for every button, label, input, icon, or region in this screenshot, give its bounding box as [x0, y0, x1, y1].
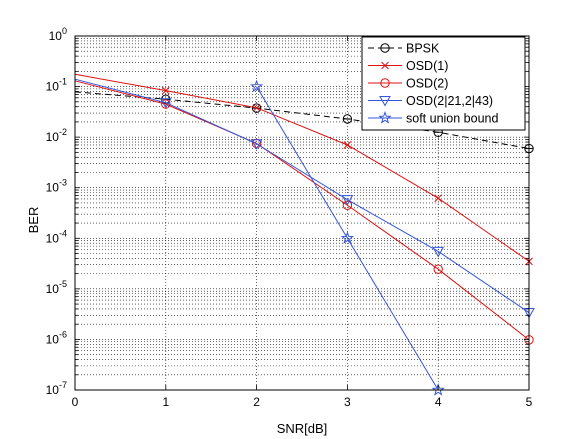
x-tick-label: 2	[253, 395, 260, 409]
marker-stroke	[343, 141, 352, 149]
series-line	[74, 78, 530, 313]
series-line	[74, 91, 530, 150]
y-tick-label: 10-4	[46, 228, 67, 245]
series-marker	[431, 383, 445, 396]
series-marker	[159, 98, 172, 109]
legend-label: OSD(2)	[406, 77, 448, 91]
x-tick-label: 1	[162, 395, 169, 409]
series-4	[250, 79, 445, 396]
series-marker	[250, 139, 263, 150]
axis-ticks	[74, 35, 530, 391]
y-tick-label: 10-3	[46, 178, 67, 195]
series-1	[74, 73, 533, 266]
legend-entry: OSD(1)	[368, 59, 448, 73]
series-marker	[434, 194, 443, 203]
series-marker	[341, 195, 354, 206]
x-tick-label: 4	[435, 395, 442, 409]
series-line	[74, 80, 530, 341]
x-tick-label: 3	[344, 395, 351, 409]
y-tick-label: 10-7	[46, 380, 67, 397]
series-marker	[342, 114, 353, 124]
series-3	[74, 78, 535, 319]
legend-label: OSD(2|21,2|43)	[406, 94, 493, 108]
series-marker	[252, 103, 261, 112]
y-tick-labels: 100 10-1 10-2 10-3 10-4 10-5 10-6 10-7	[46, 26, 67, 397]
y-tick-label: 10-5	[46, 279, 67, 296]
x-tick-labels: 0 1 2 3 4 5	[72, 395, 533, 409]
y-tick-label: 10-1	[46, 77, 67, 94]
legend-marker	[380, 78, 390, 88]
marker-stroke	[434, 194, 443, 203]
marker-stroke	[252, 103, 261, 112]
legend-entry: OSD(2)	[368, 77, 448, 91]
x-axis-label: SNR[dB]	[277, 421, 328, 436]
legend-entry: soft union bound	[368, 111, 498, 126]
legend: BPSK OSD(1) OSD(2) OSD(2|21,2|43) soft union…	[361, 36, 526, 131]
series-marker	[342, 200, 353, 210]
series-line	[256, 86, 439, 391]
legend-entry: BPSK	[368, 42, 440, 56]
legend-marker	[379, 96, 391, 107]
y-tick-label: 10-6	[46, 329, 67, 346]
legend-marker	[378, 111, 392, 124]
series-marker	[433, 264, 443, 274]
x-tick-label: 5	[526, 395, 533, 409]
legend-label: OSD(1)	[406, 59, 448, 73]
legend-label: BPSK	[406, 42, 440, 56]
y-axis-label: BER	[26, 207, 41, 234]
x-tick-label: 0	[72, 395, 79, 409]
series-marker	[343, 141, 352, 149]
legend-marker	[380, 43, 390, 53]
series-marker	[250, 79, 264, 93]
series-line	[74, 73, 530, 262]
y-tick-label: 100	[49, 26, 67, 43]
series-marker	[161, 86, 170, 95]
legend-marker	[381, 61, 389, 70]
marker-stroke	[381, 61, 389, 70]
legend-label: soft union bound	[406, 112, 498, 126]
plot-frame	[74, 35, 530, 391]
series-marker	[340, 231, 354, 244]
y-tick-label: 10-2	[46, 127, 67, 144]
legend-entry: OSD(2|21,2|43)	[368, 94, 493, 108]
series-marker	[432, 246, 445, 258]
marker-stroke	[161, 86, 170, 95]
